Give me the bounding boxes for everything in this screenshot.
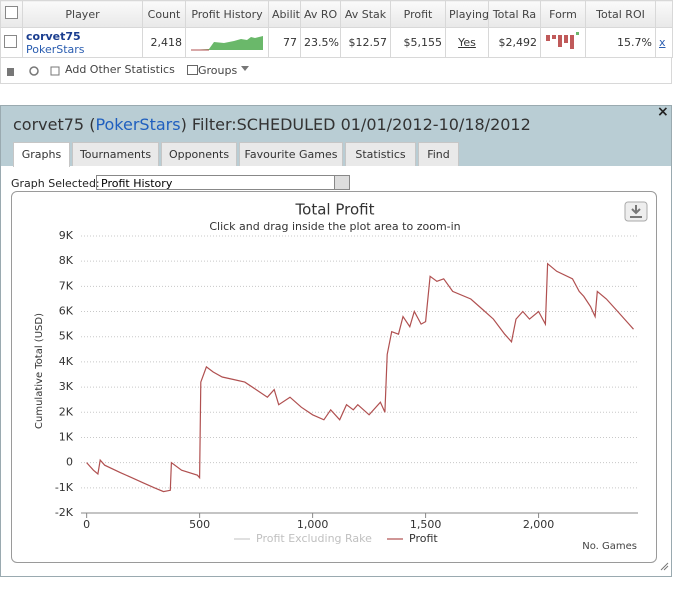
tab[interactable]: Graphs [13, 142, 70, 167]
form-bars [546, 32, 579, 49]
tab[interactable]: Favourite Games [239, 142, 343, 166]
col-header[interactable]: Form [540, 0, 586, 28]
form-cell [540, 27, 586, 58]
y-tick-label: -1K [55, 481, 74, 494]
y-tick-label: 1K [59, 430, 74, 443]
title-player: corvet75 ( [13, 115, 96, 134]
title-filter: ) Filter:SCHEDULED 01/01/2012-10/18/2012 [180, 115, 531, 134]
row-checkbox[interactable] [4, 34, 17, 48]
y-tick-label: 5K [59, 330, 74, 343]
download-button[interactable] [624, 201, 648, 222]
y-tick-label: 6K [59, 305, 74, 318]
select-all[interactable] [5, 6, 18, 19]
y-axis-label: Cumulative Total (USD) [34, 313, 45, 429]
legend-label: Profit Excluding Rake [256, 532, 372, 545]
legend-label: Profit [409, 532, 438, 545]
profit: $5,155 [390, 27, 446, 58]
chart-title: Total Profit [295, 201, 375, 219]
y-tick-label: 2K [59, 405, 74, 418]
chart: Total Profit Click and drag inside the p… [34, 201, 648, 552]
tab[interactable]: Tournaments [72, 142, 159, 166]
groups-icon [187, 65, 198, 75]
close-button[interactable]: × [657, 104, 669, 120]
title-site: PokerStars [95, 115, 181, 134]
av-roi: 23.5% [300, 27, 341, 58]
av-stake: $12.57 [340, 27, 391, 58]
dropdown-arrow [241, 66, 249, 75]
graph-select-value: Profit History [101, 177, 173, 190]
x-tick-label: 1,500 [410, 518, 442, 531]
col-header[interactable]: Playing [445, 0, 489, 28]
y-tick-label: 8K [59, 254, 74, 267]
toolbar: Add Other Statistics Groups [0, 57, 672, 84]
dialog-title: corvet75 (PokerStars) Filter:SCHEDULED 0… [13, 115, 531, 134]
col-header[interactable]: Total ROI [585, 0, 656, 28]
col-header[interactable]: Av RO [300, 0, 341, 28]
tab[interactable]: Statistics [345, 142, 416, 166]
site: PokerStars [26, 42, 85, 56]
x-axis-label: No. Games [582, 541, 637, 552]
sparkline [191, 36, 263, 51]
tab[interactable]: Find [418, 142, 459, 166]
player-link[interactable]: corvet75 [26, 29, 81, 43]
col-header[interactable]: Abilit [268, 0, 301, 28]
y-tick-label: 9K [59, 229, 74, 242]
col-header[interactable]: Count [142, 0, 186, 28]
x-tick-label: 0 [83, 518, 90, 531]
profit-line [86, 262, 634, 493]
data-row: corvet75 PokerStars 2,418 77 23.5% $12.57… [0, 27, 673, 58]
x-tick-label: 2,000 [523, 518, 555, 531]
y-tick-label: 3K [59, 380, 74, 393]
x-tick-label: 500 [189, 518, 210, 531]
groups-button[interactable]: Groups [198, 64, 238, 77]
resize-grip[interactable] [659, 561, 669, 571]
x-tick-label: 1,000 [297, 518, 329, 531]
playing-link[interactable]: Yes [445, 27, 489, 58]
stats-table: Player Count Profit History Abilit Av RO… [0, 0, 673, 58]
total-roi: 15.7% [585, 27, 656, 58]
header-row: Player Count Profit History Abilit Av RO… [0, 0, 673, 28]
y-tick-label: -2K [55, 506, 74, 519]
toolbar-icons [7, 66, 60, 76]
y-tick-label: 4K [59, 355, 74, 368]
count: 2,418 [142, 27, 186, 58]
sparkline-cell [185, 27, 269, 58]
col-header[interactable]: Player [22, 0, 143, 28]
chart-container: Total Profit Click and drag inside the p… [11, 191, 657, 563]
y-tick-label: 0 [66, 456, 73, 469]
select-arrow[interactable] [334, 176, 349, 189]
graph-select[interactable]: Profit History [96, 175, 350, 190]
graph-select-label: Graph Selected: [11, 177, 100, 190]
chart-subtitle: Click and drag inside the plot area to z… [209, 220, 460, 233]
ability: 77 [268, 27, 301, 58]
legend-item[interactable]: Profit Excluding Rake [234, 532, 372, 545]
tab[interactable]: Opponents [161, 142, 237, 166]
y-tick-label: 7K [59, 279, 74, 292]
dialog-header: corvet75 (PokerStars) Filter:SCHEDULED 0… [1, 104, 671, 167]
col-header[interactable]: Profit History [185, 0, 269, 28]
col-header[interactable]: Av Stak [340, 0, 391, 28]
col-header[interactable]: Profit [390, 0, 446, 28]
add-stats-button[interactable]: Add Other Statistics [65, 63, 175, 76]
graph-dialog: corvet75 (PokerStars) Filter:SCHEDULED 0… [0, 104, 672, 577]
remove-row[interactable]: x [655, 27, 673, 58]
col-header[interactable]: Total Ra [488, 0, 541, 28]
legend-item[interactable]: Profit [387, 532, 438, 545]
total-rake: $2,492 [488, 27, 541, 58]
